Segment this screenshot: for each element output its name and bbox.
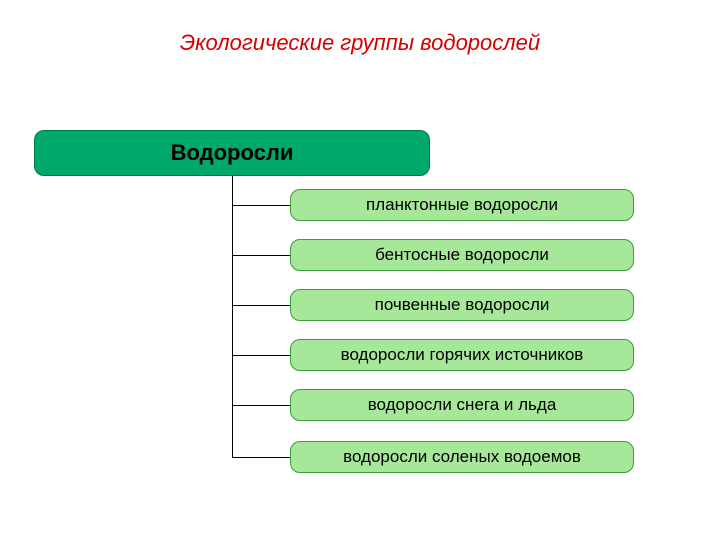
child-node: почвенные водоросли	[290, 289, 634, 321]
child-label: водоросли снега и льда	[368, 395, 557, 415]
child-label: бентосные водоросли	[375, 245, 549, 265]
child-node: планктонные водоросли	[290, 189, 634, 221]
child-node: водоросли соленых водоемов	[290, 441, 634, 473]
tree-branch-line	[232, 405, 290, 406]
child-node: бентосные водоросли	[290, 239, 634, 271]
child-label: водоросли соленых водоемов	[343, 447, 581, 467]
tree-branch-line	[232, 355, 290, 356]
root-node: Водоросли	[34, 130, 430, 176]
child-label: почвенные водоросли	[375, 295, 550, 315]
tree-trunk-line	[232, 176, 233, 457]
root-label: Водоросли	[171, 140, 294, 166]
tree-branch-line	[232, 255, 290, 256]
child-node: водоросли горячих источников	[290, 339, 634, 371]
child-node: водоросли снега и льда	[290, 389, 634, 421]
diagram-title: Экологические группы водорослей	[0, 30, 720, 56]
tree-branch-line	[232, 305, 290, 306]
tree-branch-line	[232, 457, 290, 458]
tree-branch-line	[232, 205, 290, 206]
child-label: водоросли горячих источников	[341, 345, 584, 365]
diagram-canvas: Экологические группы водорослей Водоросл…	[0, 0, 720, 540]
child-label: планктонные водоросли	[366, 195, 558, 215]
